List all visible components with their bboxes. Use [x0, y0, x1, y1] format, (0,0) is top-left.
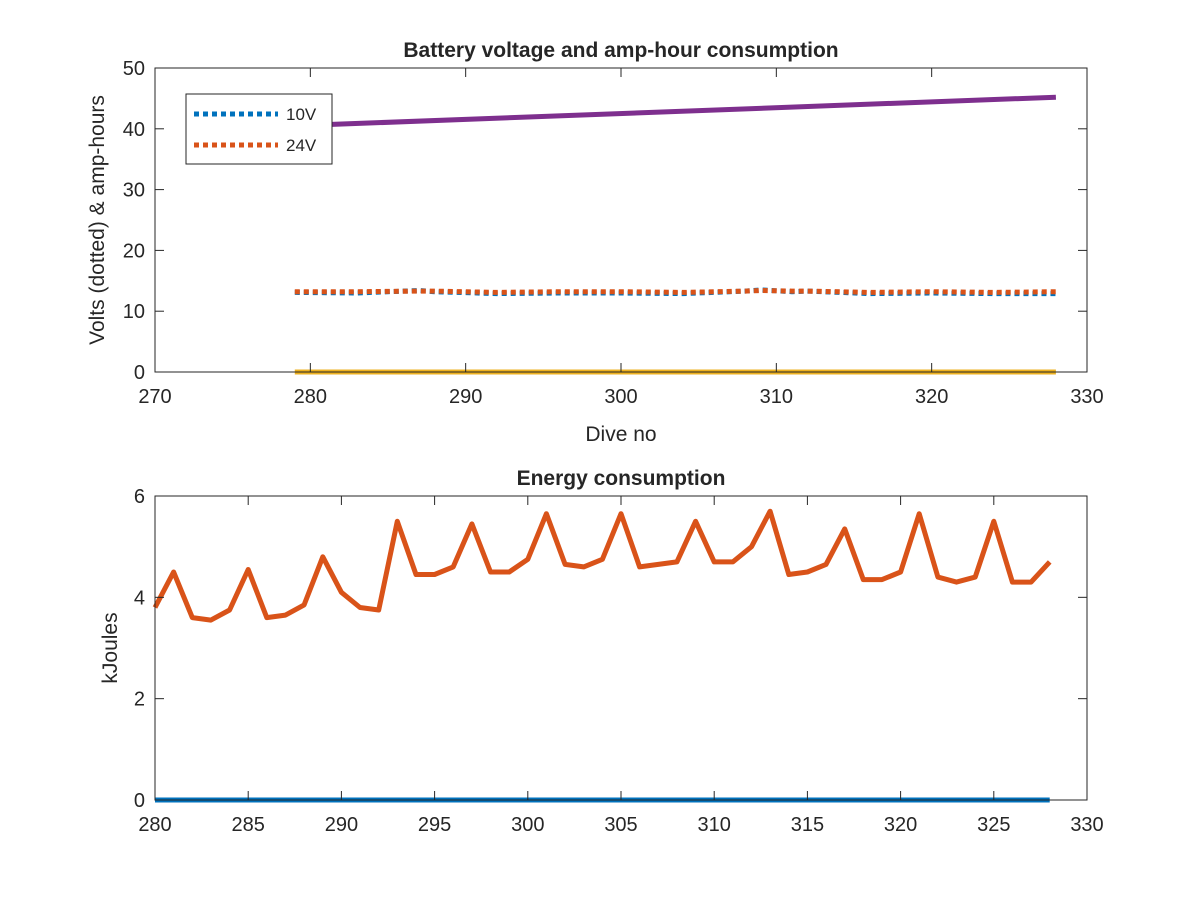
- top-y-tick-label: 40: [123, 119, 145, 141]
- top-y-tick-label: 10: [123, 301, 145, 323]
- top-x-tick-label: 300: [604, 386, 637, 408]
- bottom-x-tick-label: 290: [325, 814, 358, 836]
- bottom-x-tick-label: 295: [418, 814, 451, 836]
- bottom-chart-title: Energy consumption: [517, 467, 726, 490]
- top-y-tick-label: 30: [123, 180, 145, 202]
- top-x-tick-label: 320: [915, 386, 948, 408]
- top-series-line-3: [294, 94, 1056, 129]
- top-x-tick-label: 270: [138, 386, 171, 408]
- top-legend-label-24v: 24V: [286, 136, 317, 155]
- top-series-line-24v: [294, 287, 1056, 295]
- bottom-x-tick-label: 300: [511, 814, 544, 836]
- bottom-x-tick-label: 280: [138, 814, 171, 836]
- bottom-chart: 280 285 290 295 300 305 310 315 320 325 330 0 2 4 6 Ene…: [99, 467, 1104, 836]
- bottom-y-tick-label: 0: [134, 790, 145, 812]
- bottom-y-axis-label: kJoules: [99, 612, 122, 683]
- bottom-y-tick-label: 4: [134, 587, 145, 609]
- top-legend-label-10v: 10V: [286, 105, 317, 124]
- top-y-tick-label: 20: [123, 240, 145, 262]
- top-x-tick-label: 280: [294, 386, 327, 408]
- top-chart: 270 280 290 300 310 320 330 0 10 20 30 40 50 Battery …: [86, 39, 1104, 446]
- top-y-tick-label: 50: [123, 58, 145, 80]
- bottom-x-tick-label: 305: [604, 814, 637, 836]
- bottom-x-tick-label: 315: [791, 814, 824, 836]
- bottom-plot-area: [155, 496, 1087, 800]
- top-x-axis-label: Dive no: [585, 423, 656, 446]
- top-chart-title: Battery voltage and amp-hour consumption: [403, 39, 838, 62]
- top-y-tick-label: 0: [134, 362, 145, 384]
- top-legend-box: [185, 93, 333, 165]
- top-legend: 10V 24V: [185, 93, 333, 165]
- bottom-x-tick-label: 320: [884, 814, 917, 836]
- top-x-tick-label: 330: [1070, 386, 1103, 408]
- bottom-x-tick-label: 330: [1070, 814, 1103, 836]
- bottom-x-tick-label: 325: [977, 814, 1010, 836]
- top-y-axis-label: Volts (dotted) & amp-hours: [86, 95, 109, 345]
- top-x-tick-label: 290: [449, 386, 482, 408]
- bottom-x-tick-label: 310: [698, 814, 731, 836]
- bottom-y-tick-label: 2: [134, 689, 145, 711]
- bottom-y-tick-label: 6: [134, 486, 145, 508]
- top-x-tick-label: 310: [760, 386, 793, 408]
- bottom-series-line-1: [152, 508, 1052, 623]
- bottom-x-tick-label: 285: [232, 814, 265, 836]
